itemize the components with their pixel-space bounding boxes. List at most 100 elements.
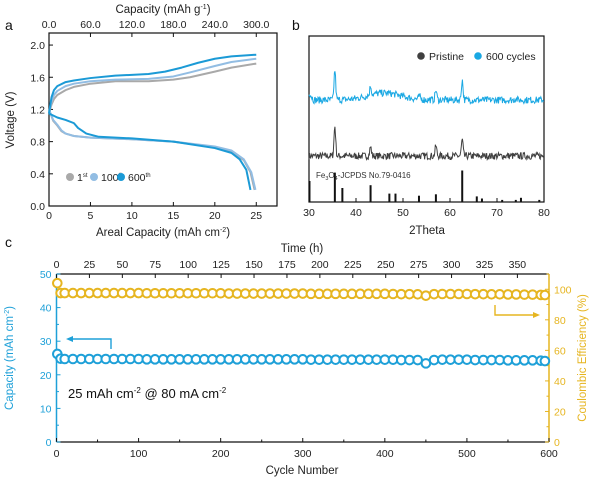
y-left-tick-label: 20	[40, 370, 52, 382]
x-tick-label: 60	[444, 207, 456, 219]
legend-label: Pristine	[429, 51, 464, 63]
time-tick-label: 25	[84, 259, 96, 271]
time-tick-label: 50	[116, 259, 128, 271]
xrd-trace-600-cycles	[308, 71, 545, 105]
top-tick-label: 60.0	[80, 19, 101, 31]
time-tick-label: 225	[344, 259, 362, 271]
panel-c-left-axis-title: Capacity (mAh cm-2)	[4, 306, 16, 410]
legend-label-1st: 1st	[77, 172, 88, 184]
x-tick-label: 40	[350, 207, 362, 219]
right-axis-arrow	[494, 305, 534, 316]
x-tick-label: 600	[540, 448, 558, 460]
left-axis-arrow	[72, 338, 112, 349]
y-right-tick-label: 40	[554, 376, 566, 388]
time-tick-label: 150	[245, 259, 263, 271]
time-tick-label: 350	[509, 259, 527, 271]
time-tick-label: 200	[311, 259, 329, 271]
y-tick-label: 2.0	[30, 40, 45, 52]
y-tick-label: 1.6	[30, 72, 45, 84]
y-right-tick-label: 20	[554, 406, 566, 418]
top-tick-label: 300.0	[243, 19, 269, 31]
left-arrowhead	[66, 336, 73, 342]
ce-point	[420, 290, 432, 301]
x-tick-label: 50	[397, 207, 409, 219]
panel-a-y-axis-title: Voltage (V)	[5, 91, 17, 148]
y-left-tick-label: 30	[40, 336, 52, 348]
panel-a-top-axis-title: Capacity (mAh g-1)	[115, 4, 210, 16]
time-tick-label: 250	[377, 259, 395, 271]
panel-c-cycling: Time (h) Cycle Number Capacity (mAh cm-2…	[4, 243, 589, 477]
panel-b-xrd: 2Theta Fe3O4-JCPDS No.79-0416 30 40 50 60 70…	[303, 35, 550, 237]
top-tick-label: 180.0	[160, 19, 186, 31]
y-tick-label: 0.4	[30, 169, 45, 181]
y-left-tick-label: 40	[40, 303, 52, 315]
y-left-tick-label: 50	[40, 269, 52, 281]
time-tick-label: 175	[278, 259, 296, 271]
time-tick-label: 0	[54, 259, 60, 271]
top-tick-label: 240.0	[202, 19, 228, 31]
right-arrowhead	[533, 312, 540, 318]
legend-marker	[66, 173, 74, 181]
panel-label-c: c	[5, 234, 12, 250]
panel-c-time-axis-title: Time (h)	[281, 243, 324, 255]
y-right-tick-label: 60	[554, 345, 566, 357]
x-tick-label: 20	[209, 210, 221, 222]
y-tick-label: 0.0	[30, 201, 45, 213]
curve-100th-charge	[48, 57, 257, 114]
time-tick-label: 125	[212, 259, 230, 271]
top-tick-label: 0.0	[42, 19, 57, 31]
time-tick-label: 100	[179, 259, 197, 271]
time-tick-label: 300	[443, 259, 461, 271]
panel-c-x-axis-title: Cycle Number	[266, 465, 339, 477]
x-tick-label: 0	[46, 210, 52, 222]
legend-marker	[417, 52, 425, 60]
test-condition-annotation: 25 mAh cm-2 @ 80 mA cm-2	[68, 386, 227, 401]
time-tick-label: 75	[149, 259, 161, 271]
panel-b-x-axis-title: 2Theta	[409, 225, 445, 237]
curve-1st-charge	[48, 62, 257, 114]
panel-b-plot-frame	[308, 35, 545, 203]
legend-marker	[117, 173, 125, 181]
panel-a-voltage-profile: Capacity (mAh g-1) Areal Capacity (mAh c…	[5, 4, 278, 239]
top-tick-label: 120.0	[119, 19, 145, 31]
y-tick-label: 0.8	[30, 137, 45, 149]
curve-100th-discharge	[48, 109, 257, 191]
legend-label-600th: 600th	[128, 172, 151, 184]
x-tick-label: 0	[54, 448, 60, 460]
x-tick-label: 100	[130, 448, 148, 460]
x-tick-label: 300	[294, 448, 312, 460]
x-tick-label: 25	[250, 210, 262, 222]
panel-a-x-axis-title: Areal Capacity (mAh cm-2)	[96, 227, 230, 239]
y-right-tick-label: 0	[554, 437, 560, 449]
x-tick-label: 5	[88, 210, 94, 222]
panel-c-right-axis-title: Coulombic Efficiency (%)	[577, 294, 589, 422]
x-tick-label: 30	[303, 207, 315, 219]
legend-marker	[474, 52, 482, 60]
y-left-tick-label: 10	[40, 403, 52, 415]
ce-point	[412, 289, 423, 300]
x-tick-label: 80	[538, 207, 550, 219]
curve-600th-charge	[48, 53, 257, 114]
reference-pattern-label: Fe3O4-JCPDS No.79-0416	[316, 171, 411, 182]
curve-600th-discharge	[48, 112, 252, 191]
x-tick-label: 200	[212, 448, 230, 460]
x-tick-label: 500	[458, 448, 476, 460]
y-tick-label: 1.2	[30, 104, 45, 116]
panel-label-a: a	[5, 17, 13, 33]
x-tick-label: 10	[126, 210, 138, 222]
x-tick-label: 70	[491, 207, 503, 219]
panel-a-plot-frame	[48, 32, 278, 207]
y-right-tick-label: 100	[554, 284, 572, 296]
panel-label-b: b	[292, 17, 300, 33]
y-right-tick-label: 80	[554, 315, 566, 327]
x-tick-label: 400	[376, 448, 394, 460]
legend-marker	[90, 173, 98, 181]
y-left-tick-label: 0	[46, 437, 52, 449]
xrd-trace-pristine	[308, 126, 545, 162]
ce-point	[52, 277, 63, 289]
legend-label: 600 cycles	[486, 51, 536, 63]
x-tick-label: 15	[168, 210, 180, 222]
time-tick-label: 275	[410, 259, 428, 271]
time-tick-label: 325	[476, 259, 494, 271]
